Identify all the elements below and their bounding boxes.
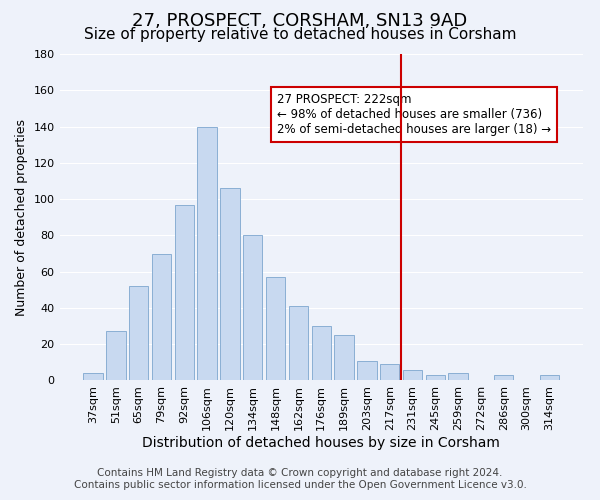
Bar bbox=[448, 373, 468, 380]
Bar bbox=[220, 188, 239, 380]
Bar bbox=[175, 204, 194, 380]
Bar bbox=[334, 335, 354, 380]
Bar bbox=[403, 370, 422, 380]
Bar bbox=[357, 360, 377, 380]
Bar bbox=[311, 326, 331, 380]
Bar bbox=[425, 375, 445, 380]
Text: Contains HM Land Registry data © Crown copyright and database right 2024.
Contai: Contains HM Land Registry data © Crown c… bbox=[74, 468, 526, 490]
Bar bbox=[540, 375, 559, 380]
Bar bbox=[152, 254, 171, 380]
Text: Size of property relative to detached houses in Corsham: Size of property relative to detached ho… bbox=[84, 28, 516, 42]
Bar bbox=[266, 277, 285, 380]
Y-axis label: Number of detached properties: Number of detached properties bbox=[15, 118, 28, 316]
Bar bbox=[494, 375, 514, 380]
Bar bbox=[380, 364, 400, 380]
Bar bbox=[243, 236, 262, 380]
Text: 27 PROSPECT: 222sqm
← 98% of detached houses are smaller (736)
2% of semi-detach: 27 PROSPECT: 222sqm ← 98% of detached ho… bbox=[277, 93, 551, 136]
Bar bbox=[106, 332, 125, 380]
X-axis label: Distribution of detached houses by size in Corsham: Distribution of detached houses by size … bbox=[142, 436, 500, 450]
Bar bbox=[83, 373, 103, 380]
Text: 27, PROSPECT, CORSHAM, SN13 9AD: 27, PROSPECT, CORSHAM, SN13 9AD bbox=[133, 12, 467, 30]
Bar bbox=[289, 306, 308, 380]
Bar bbox=[129, 286, 148, 380]
Bar bbox=[197, 126, 217, 380]
